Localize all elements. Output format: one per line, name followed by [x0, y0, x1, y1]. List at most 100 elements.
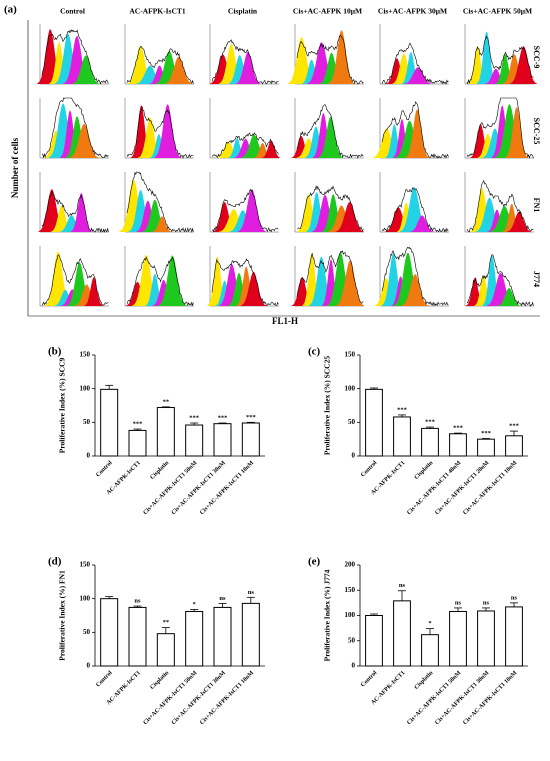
- y-tick-label: 150: [80, 561, 91, 569]
- y-tick-label: 0: [352, 662, 356, 670]
- bar: [213, 606, 232, 667]
- x-tick-label: Cisplatin: [414, 460, 435, 481]
- x-tick-label: Cis+AC-AFPK-IsCT1 30nM: [171, 460, 227, 516]
- histogram-peak: [261, 140, 281, 158]
- y-axis-label: Number of cells: [10, 137, 20, 198]
- bar: [241, 602, 260, 667]
- histogram-outline: [41, 29, 109, 85]
- y-axis-label: Proliferative Index (%) FN1: [58, 570, 67, 661]
- histogram-peak: [164, 56, 193, 84]
- significance-label: ***: [481, 430, 491, 437]
- significance-label: ***: [133, 421, 143, 428]
- histogram-outline: [211, 39, 279, 85]
- panel-label: (d): [48, 556, 62, 568]
- panel-label: (e): [308, 556, 321, 568]
- histogram-peak: [335, 260, 365, 306]
- bar: [185, 610, 204, 667]
- panel-label: (c): [308, 346, 321, 358]
- y-tick-label: 100: [80, 594, 91, 602]
- column-title: Cisplatin: [228, 7, 258, 16]
- y-tick-label: 50: [348, 636, 356, 644]
- histogram-peak: [72, 55, 100, 84]
- x-tick-label: Control: [95, 460, 114, 479]
- column-title: Control: [60, 7, 85, 16]
- bar: [213, 423, 232, 457]
- significance-label: ns: [248, 589, 255, 596]
- x-tick-label: Control: [95, 670, 114, 689]
- y-tick-label: 50: [83, 628, 91, 636]
- histogram-peak: [151, 216, 173, 232]
- significance-label: ns: [483, 599, 490, 606]
- significance-label: ***: [189, 414, 199, 421]
- histogram-outline: [211, 188, 279, 233]
- histogram-peak: [405, 109, 430, 158]
- significance-label: ***: [453, 425, 463, 432]
- row-label: FN1: [532, 198, 541, 213]
- y-tick-label: 100: [345, 611, 356, 619]
- histogram-outline: [296, 185, 364, 232]
- histogram-outline: [211, 132, 279, 158]
- significance-label: *: [428, 620, 431, 627]
- histogram-outline: [296, 34, 364, 85]
- panel-label: (a): [4, 4, 17, 16]
- bar: [185, 424, 204, 457]
- significance-label: ***: [246, 414, 256, 421]
- y-tick-label: 150: [80, 351, 91, 359]
- histogram-outline: [381, 187, 449, 233]
- y-tick-label: 100: [80, 384, 91, 392]
- bar: [100, 598, 119, 667]
- row-label: SCC-9: [532, 46, 541, 69]
- significance-label: **: [163, 619, 170, 626]
- bar: [156, 633, 175, 667]
- x-tick-label: Cis+AC-AFPK-IsCT1 10nM: [462, 460, 518, 516]
- histogram-outline: [381, 101, 449, 159]
- histogram-outline: [126, 106, 194, 159]
- significance-label: ***: [218, 414, 228, 421]
- histogram-outline: [296, 104, 364, 159]
- significance-label: ns: [134, 598, 141, 605]
- histogram-peak: [506, 211, 532, 232]
- histogram-peak: [328, 30, 355, 84]
- significance-label: ns: [399, 582, 406, 589]
- column-title: Cis+AC-AFPK 50μM: [463, 7, 532, 16]
- histogram-peak: [158, 255, 187, 306]
- y-axis-label: Proliferative Index (%) SCC9: [58, 358, 67, 454]
- bar: [421, 634, 439, 667]
- column-title: Cis+AC-AFPK 10μM: [293, 7, 362, 16]
- histogram-peak: [235, 51, 261, 84]
- histogram-peak: [401, 274, 430, 306]
- histogram-outline: [126, 171, 194, 233]
- x-tick-label: Cis+AC-AFPK-IsCT1 20nM: [434, 460, 490, 516]
- bar: [128, 429, 147, 457]
- significance-label: ns: [511, 594, 518, 601]
- bar: [365, 388, 383, 457]
- histogram-outline: [41, 254, 109, 306]
- histogram-peak: [84, 277, 104, 306]
- x-tick-label: Cis+AC-AFPK-IsCT1 30nM: [434, 670, 490, 726]
- bar: [421, 427, 439, 457]
- y-tick-label: 200: [345, 561, 356, 569]
- histogram-peak: [409, 215, 435, 232]
- x-tick-label: Cis+AC-AFPK-IsCT1 40nM: [406, 460, 462, 516]
- x-tick-label: Cis+AC-AFPK-IsCT1 10nM: [462, 670, 518, 726]
- x-tick-label: Control: [360, 460, 379, 479]
- y-axis-label: Proliferative Index (%) SCC25: [323, 356, 332, 455]
- histogram-peak: [318, 116, 344, 158]
- bar: [241, 422, 260, 457]
- y-tick-label: 150: [345, 351, 356, 359]
- bar: [393, 600, 411, 667]
- x-tick-label: Cisplatin: [414, 670, 435, 691]
- x-tick-label: Control: [360, 670, 379, 689]
- histogram-peak: [154, 104, 181, 158]
- histogram-outline: [466, 179, 534, 233]
- y-axis-label: Proliferative Index (%) J774: [323, 569, 332, 661]
- panel-label: (b): [48, 346, 62, 358]
- histogram-peak: [476, 31, 497, 84]
- bar: [156, 407, 175, 457]
- histogram-peak: [237, 189, 267, 232]
- x-tick-label: Cis+AC-AFPK-IsCT1 50nM: [143, 670, 199, 726]
- histogram-outline: [41, 97, 109, 159]
- histogram-peak: [69, 123, 100, 158]
- y-tick-label: 50: [83, 418, 91, 426]
